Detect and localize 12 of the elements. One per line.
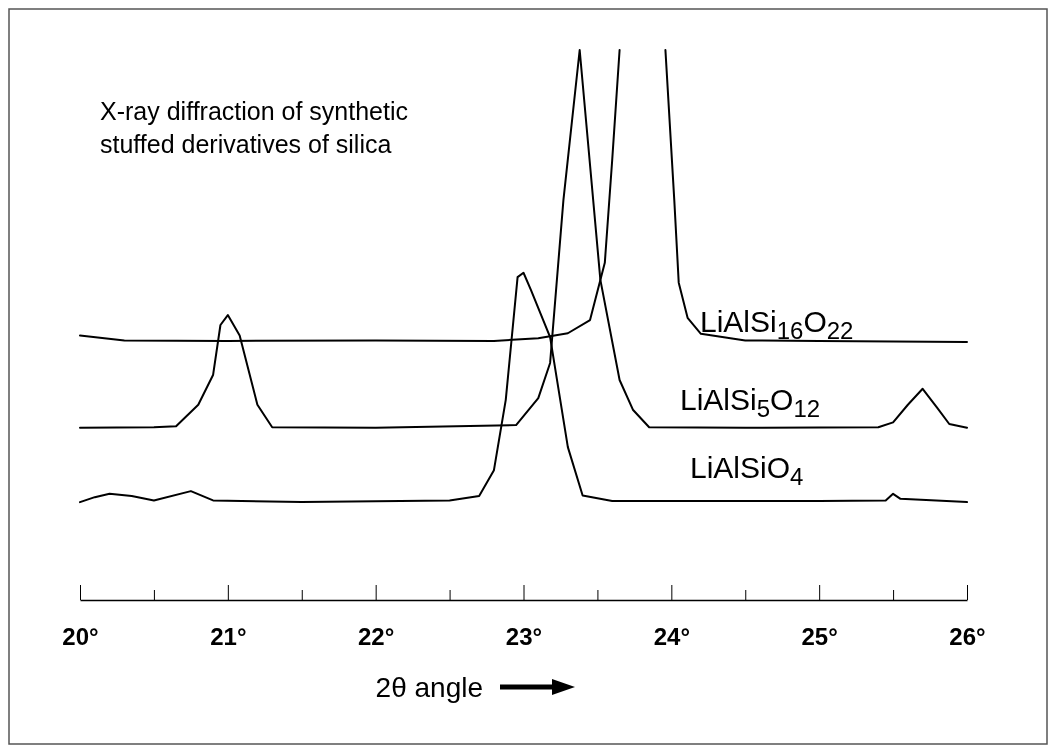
series-label: LiAlSi$_{16}$O$_{22}$ (700, 305, 854, 345)
series-label: LiAlSi$_{5}$O$_{12}$ (680, 383, 821, 423)
x-tick-label: 21° (210, 623, 247, 651)
x-tick-label: 20° (62, 623, 99, 651)
x-tick-label: 23° (505, 623, 543, 651)
x-tick-label: 25° (801, 623, 838, 651)
text: X-ray diffraction of synthetic stuffed derivatives of silica (100, 97, 409, 158)
x-tick-label: 22° (358, 623, 395, 651)
x-tick-label: 24° (653, 623, 690, 651)
x-tick-label: 26° (949, 623, 986, 651)
series-label: LiAlSiO$_{4}$ (690, 451, 804, 491)
x-axis-title: 2θ angle (375, 672, 483, 703)
